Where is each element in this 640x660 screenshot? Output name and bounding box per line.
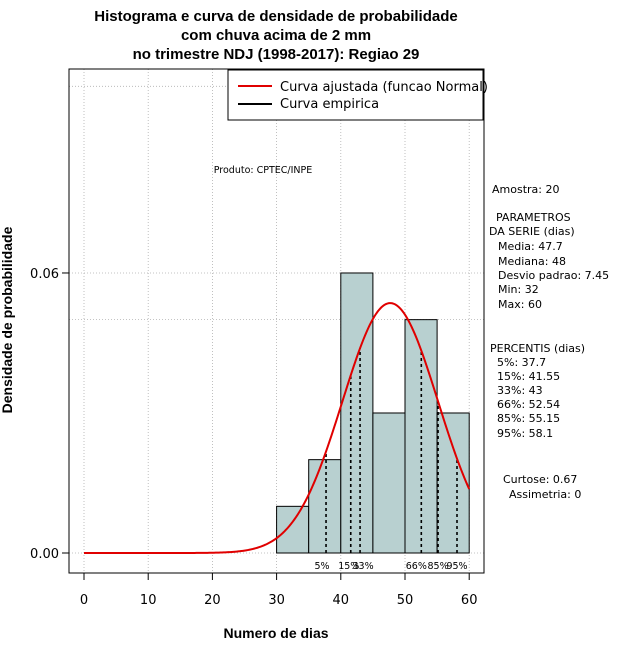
stats-curtose: Curtose: 0.67 bbox=[503, 473, 577, 486]
x-tick-label-2: 20 bbox=[204, 593, 221, 608]
y-tick-label-1: 0.06 bbox=[30, 267, 59, 282]
x-tick-label-6: 60 bbox=[461, 593, 478, 608]
histogram-bar-1 bbox=[308, 459, 342, 554]
stats-sample: Amostra: 20 bbox=[492, 183, 559, 196]
percentile-label-1: 15% bbox=[338, 561, 359, 572]
density-curves bbox=[84, 302, 471, 554]
stats-percentil-5: 5%: 37.7 bbox=[497, 356, 546, 369]
chart-title-line-1: Histograma e curva de densidade de proba… bbox=[94, 8, 457, 25]
legend: Curva ajustada (funcao Normal) Curva emp… bbox=[227, 69, 488, 121]
chart-title-line-3: no trimestre NDJ (1998-2017): Regiao 29 bbox=[133, 46, 420, 63]
x-tick-label-5: 50 bbox=[397, 593, 414, 608]
histogram-bar-3 bbox=[372, 412, 406, 554]
stats-assimetria: Assimetria: 0 bbox=[509, 488, 581, 501]
percentile-label-3: 66% bbox=[406, 561, 427, 572]
product-annotation: Produto: CPTEC/INPE bbox=[214, 165, 313, 176]
percentile-lines: 5% 15%33% 66% 85%95% bbox=[314, 348, 468, 572]
y-tick-label-0: 0.00 bbox=[30, 547, 59, 562]
x-axis-label: Numero de dias bbox=[223, 625, 328, 641]
stats-params-header-2: DA SERIE (dias) bbox=[489, 225, 575, 238]
histogram-bars bbox=[276, 272, 470, 554]
x-tick-label-0: 0 bbox=[80, 593, 88, 608]
legend-box bbox=[227, 69, 484, 121]
x-tick-label-1: 10 bbox=[140, 593, 157, 608]
legend-label-fitted: Curva ajustada (funcao Normal) bbox=[280, 80, 488, 95]
stats-param-sd: Desvio padrao: 7.45 bbox=[498, 269, 609, 282]
stats-param-max: Max: 60 bbox=[498, 298, 542, 311]
stats-percentil-66: 66%: 52.54 bbox=[497, 398, 560, 411]
histogram-bar-5 bbox=[436, 412, 470, 554]
stats-param-min: Min: 32 bbox=[498, 283, 539, 296]
stats-percentil-85: 85%: 55.15 bbox=[497, 412, 560, 425]
x-tick-label-4: 40 bbox=[333, 593, 350, 608]
percentile-label-5: 95% bbox=[446, 561, 467, 572]
x-axis: 0 10 20 30 40 50 60 bbox=[80, 572, 478, 608]
histogram-bar-2 bbox=[340, 272, 374, 554]
x-tick-label-3: 30 bbox=[268, 593, 285, 608]
percentile-label-2: 33% bbox=[352, 561, 373, 572]
stats-percentis-header: PERCENTIS (dias) bbox=[490, 342, 585, 355]
chart-title-line-2: com chuva acima de 2 mm bbox=[181, 27, 371, 44]
percentile-label-4: 85% bbox=[428, 561, 449, 572]
fitted-normal-curve bbox=[84, 302, 471, 554]
percentile-label-0: 5% bbox=[314, 561, 329, 572]
histogram-bar-0 bbox=[276, 505, 310, 554]
legend-label-empirical: Curva empirica bbox=[280, 97, 379, 112]
stats-params-header-1: PARAMETROS bbox=[496, 211, 571, 224]
y-axis: 0.00 0.06 bbox=[30, 267, 70, 562]
y-axis-label: Densidade de probabilidade bbox=[0, 226, 15, 413]
stats-percentil-15: 15%: 41.55 bbox=[497, 370, 560, 383]
stats-percentil-33: 33%: 43 bbox=[497, 384, 543, 397]
stats-param-median: Mediana: 48 bbox=[498, 255, 566, 268]
stats-panel: Amostra: 20 PARAMETROS DA SERIE (dias) M… bbox=[489, 183, 609, 501]
stats-param-mean: Media: 47.7 bbox=[498, 240, 563, 253]
stats-percentil-95: 95%: 58.1 bbox=[497, 427, 553, 440]
